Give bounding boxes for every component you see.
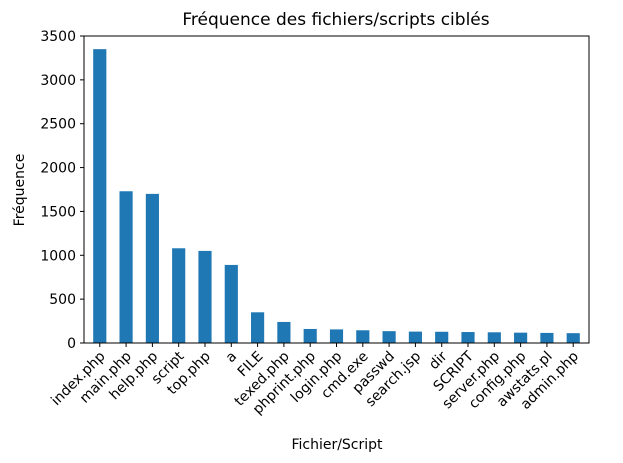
y-tick-label: 2000: [40, 161, 76, 177]
bars-group: [93, 49, 580, 344]
y-tick-label: 500: [49, 292, 76, 308]
bar-config.php: [514, 332, 528, 343]
y-tick-label: 3000: [40, 73, 76, 89]
bar-dir: [435, 331, 449, 343]
bar-phprint.php: [303, 328, 317, 343]
y-axis: 0 500 1000 1500 2000 2500 3000 3500: [40, 29, 84, 352]
x-axis-title: Fichier/Script: [291, 437, 383, 453]
bar-server.php: [487, 332, 501, 343]
bar-top.php: [198, 250, 212, 343]
bar-login.php: [329, 329, 344, 343]
bar-search.jsp: [408, 331, 422, 343]
y-tick-label: 1000: [40, 248, 76, 264]
bar-cmd.exe: [356, 330, 370, 343]
bar-SCRIPT: [461, 332, 475, 343]
bar-main.php: [119, 191, 133, 343]
plot-frame: [83, 35, 590, 344]
y-tick-label: 2500: [40, 117, 76, 133]
bar-index.php: [93, 49, 107, 344]
bar-awstats.pl: [540, 332, 554, 343]
bar-script: [172, 248, 186, 343]
bar-passwd: [382, 331, 396, 343]
chart-title: Fréquence des fichiers/scripts ciblés: [182, 10, 489, 30]
y-tick-label: 0: [67, 336, 76, 352]
bar-a: [224, 264, 238, 343]
y-axis-title: Fréquence: [12, 154, 28, 227]
bar-FILE: [251, 312, 265, 343]
bar-help.php: [145, 193, 159, 343]
y-tick-label: 3500: [40, 29, 76, 45]
x-tick-label: a: [223, 349, 240, 366]
bar-admin.php: [566, 333, 580, 343]
bar-texed.php: [277, 321, 291, 343]
y-tick-label: 1500: [40, 204, 76, 220]
